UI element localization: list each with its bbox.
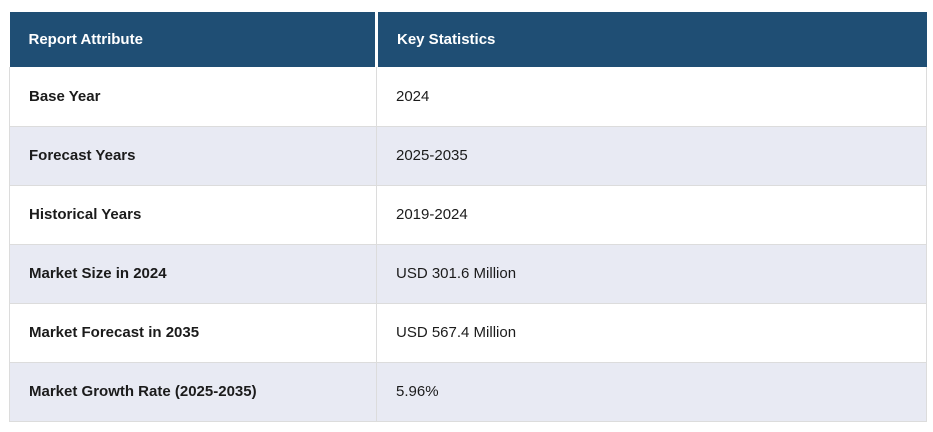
attribute-cell: Market Growth Rate (2025-2035) xyxy=(9,362,377,422)
value-cell: USD 567.4 Million xyxy=(376,303,927,363)
table-row: Base Year 2024 xyxy=(9,67,927,127)
table-body: Base Year 2024 Forecast Years 2025-2035 … xyxy=(9,67,927,422)
table-header: Report Attribute Key Statistics xyxy=(9,12,927,67)
value-cell: 5.96% xyxy=(376,362,927,422)
table-row: Historical Years 2019-2024 xyxy=(9,185,927,245)
table-row: Market Size in 2024 USD 301.6 Million xyxy=(9,244,927,304)
header-row: Report Attribute Key Statistics xyxy=(9,12,927,67)
attribute-cell: Historical Years xyxy=(9,185,377,245)
value-cell: USD 301.6 Million xyxy=(376,244,927,304)
table-row: Market Growth Rate (2025-2035) 5.96% xyxy=(9,362,927,422)
table-row: Market Forecast in 2035 USD 567.4 Millio… xyxy=(9,303,927,363)
header-cell-key-statistics: Key Statistics xyxy=(376,12,927,67)
attribute-cell: Market Forecast in 2035 xyxy=(9,303,377,363)
attribute-cell: Market Size in 2024 xyxy=(9,244,377,304)
table-row: Forecast Years 2025-2035 xyxy=(9,126,927,186)
value-cell: 2025-2035 xyxy=(376,126,927,186)
report-attributes-table: Report Attribute Key Statistics Base Yea… xyxy=(9,12,927,422)
attribute-cell: Base Year xyxy=(9,67,377,127)
value-cell: 2019-2024 xyxy=(376,185,927,245)
header-cell-report-attribute: Report Attribute xyxy=(9,12,378,67)
value-cell: 2024 xyxy=(376,67,927,127)
attribute-cell: Forecast Years xyxy=(9,126,377,186)
